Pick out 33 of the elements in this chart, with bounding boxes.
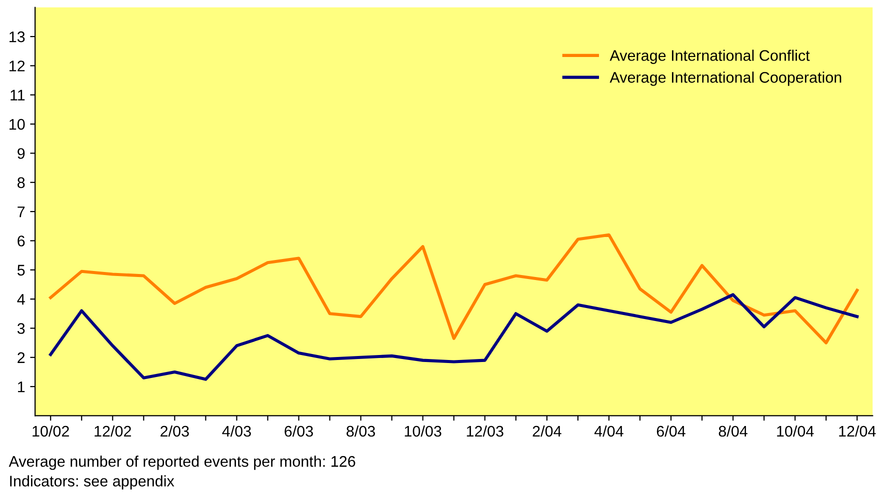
- x-tick-label: 10/04: [777, 425, 814, 437]
- y-tick-label: 11: [10, 90, 25, 100]
- y-tick-label: 7: [18, 206, 25, 218]
- y-tick-label: 4: [17, 294, 25, 305]
- x-tick-label: 10/02: [32, 425, 69, 437]
- y-tick-label: 8: [18, 177, 25, 188]
- x-tick-label: 2/03: [160, 425, 189, 437]
- x-tick-label: 10/03: [404, 425, 442, 437]
- y-tick-label: 10: [10, 118, 25, 130]
- legend-label: Average International Conflict: [610, 50, 810, 64]
- x-tick-label: 4/03: [222, 425, 251, 437]
- x-tick-label: 2/04: [532, 425, 562, 437]
- x-tick-label: 12/04: [839, 425, 876, 437]
- x-tick-label: 8/03: [346, 425, 375, 437]
- y-tick-label: 13: [10, 31, 25, 42]
- x-tick-label: 8/04: [718, 425, 748, 437]
- line-series: [49, 293, 859, 381]
- legend-label: Average International Cooperation: [610, 72, 842, 86]
- y-tick-label: 1: [18, 382, 25, 392]
- text: Indicators: see appendix: [10, 475, 174, 490]
- y-tick-label: 5: [17, 264, 25, 276]
- y-tick-label: 12: [10, 60, 25, 72]
- x-tick-label: 4/04: [594, 425, 624, 437]
- x-tick-label: 6/04: [656, 425, 686, 437]
- y-tick-label: 9: [18, 148, 25, 159]
- x-tick-label: 12/03: [466, 425, 504, 437]
- text: Average number of reported events per month: 126: [8, 456, 356, 470]
- y-tick-label: 2: [18, 352, 25, 363]
- x-tick-label: 12/02: [94, 425, 131, 437]
- y-tick-label: 3: [17, 323, 25, 334]
- y-tick-label: 6: [18, 236, 25, 246]
- line-series: [49, 233, 859, 344]
- x-tick-label: 6/03: [284, 425, 313, 437]
